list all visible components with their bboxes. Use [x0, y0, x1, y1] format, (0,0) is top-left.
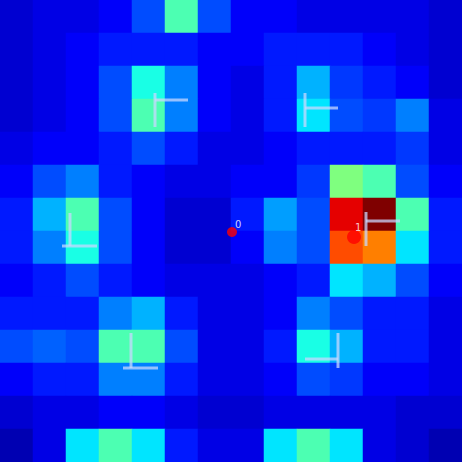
svg-text:1: 1 — [355, 222, 361, 233]
svg-text:0: 0 — [235, 219, 241, 230]
